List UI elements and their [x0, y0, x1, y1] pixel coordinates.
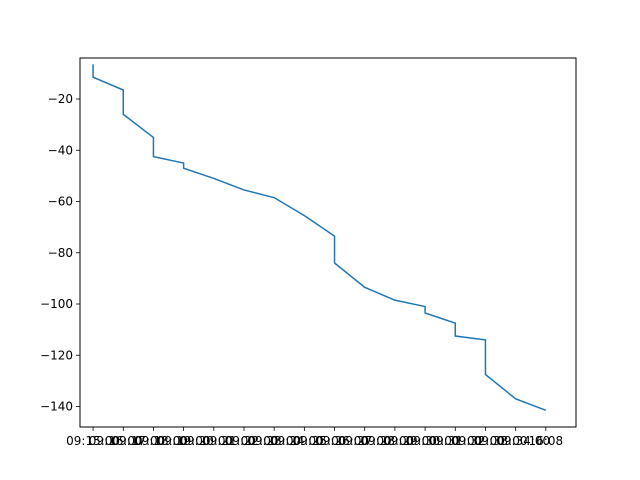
x-tick-label: 09:15:00 — [66, 434, 120, 448]
x-tick-label: 09:27:00 — [338, 434, 392, 448]
series-line — [92, 64, 547, 412]
x-tick-label: 09:29:00 — [383, 434, 437, 448]
x-tick-label: 09:21:00 — [202, 434, 256, 448]
plot-frame — [79, 57, 577, 428]
x-tick-label: 09:31:00 — [428, 434, 482, 448]
y-tick-label: −120 — [40, 348, 73, 362]
x-tick-label: 09:33:00 — [474, 434, 528, 448]
y-tick-label: −40 — [48, 143, 73, 157]
x-tick-label: 09:18:00 — [134, 434, 188, 448]
x-tick-label: 09:24:00 — [270, 434, 324, 448]
y-tick-label: −140 — [40, 400, 73, 414]
x-tick-label: 09:30:00 — [406, 434, 460, 448]
plot-area — [80, 58, 576, 427]
x-tick-label: 09:26:00 — [315, 434, 369, 448]
y-tick-label: −80 — [48, 246, 73, 260]
y-tick-label: −20 — [48, 92, 73, 106]
x-tick-label: 16:08 — [529, 434, 564, 448]
x-tick-label: 09:16:00 — [89, 434, 143, 448]
x-axis-ticks: 09:15:0009:16:0009:17:0009:18:0009:19:00… — [66, 427, 563, 448]
x-tick-label: 09:25:00 — [292, 434, 346, 448]
y-tick-label: −60 — [48, 195, 73, 209]
x-tick-label: 09:22:00 — [225, 434, 279, 448]
y-axis-ticks: −20 −40 −60 −80 −100 −120 −140 — [40, 92, 80, 414]
x-tick-label: 09:17:00 — [111, 434, 165, 448]
x-tick-label: 09:32:00 — [451, 434, 505, 448]
x-tick-label: 09:23:00 — [247, 434, 301, 448]
x-tick-label: 09:20:00 — [179, 434, 233, 448]
x-tick-label: 09:19:00 — [157, 434, 211, 448]
x-tick-label: 09:34:00 — [496, 434, 550, 448]
x-tick-label: 09:28:00 — [360, 434, 414, 448]
y-tick-label: −100 — [40, 297, 73, 311]
